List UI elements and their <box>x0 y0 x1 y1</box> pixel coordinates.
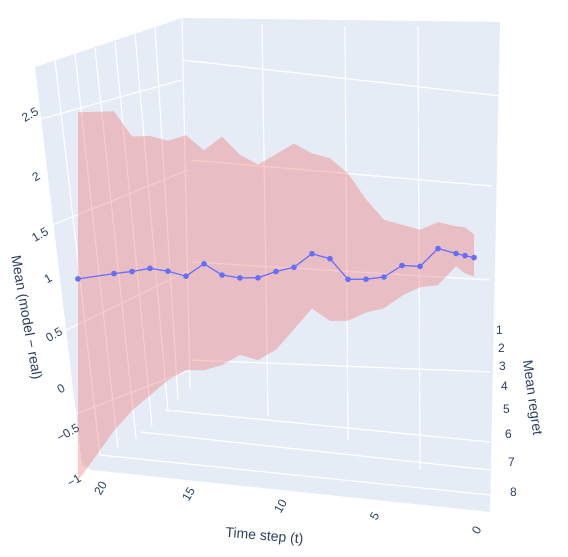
mean-point[interactable] <box>147 265 153 272</box>
y-tick-label: 1 <box>496 323 503 337</box>
back-wall-right <box>182 18 500 512</box>
z-tick-label: −1 <box>65 471 84 490</box>
z-axis-title: Mean (model − real) <box>8 254 46 381</box>
mean-point[interactable] <box>201 261 207 267</box>
back-wall-left <box>35 18 190 465</box>
x-tick-label: 0 <box>469 523 485 536</box>
grid-line <box>36 79 183 121</box>
grid-line <box>39 169 189 231</box>
grid-line <box>164 409 491 443</box>
grid-line <box>114 41 153 427</box>
mean-point[interactable] <box>435 245 441 252</box>
x-tick-label: 20 <box>91 478 110 497</box>
y-tick-label: 4 <box>501 379 508 393</box>
mean-point[interactable] <box>75 276 81 282</box>
grid-line <box>139 431 491 471</box>
grid-lines <box>36 17 501 496</box>
x-axis-title: Time step (t) <box>225 524 304 547</box>
grid-line <box>74 53 119 449</box>
mean-point[interactable] <box>183 273 189 280</box>
mean-point[interactable] <box>255 275 261 281</box>
mean-point[interactable] <box>381 274 387 280</box>
mean-point[interactable] <box>462 252 468 259</box>
grid-line <box>94 47 137 439</box>
grid-line <box>189 159 493 187</box>
grid-line <box>59 369 191 421</box>
grid-line <box>189 359 491 373</box>
z-tick-label: 2 <box>30 169 43 185</box>
y-axis-ticks: 1 2 3 4 5 6 7 8 <box>496 323 517 499</box>
mean-point[interactable] <box>309 250 315 257</box>
mean-point[interactable] <box>237 275 243 281</box>
mean-point[interactable] <box>273 268 279 275</box>
grid-line <box>45 269 191 341</box>
mean-point[interactable] <box>219 272 225 278</box>
z-tick-label: 1 <box>42 271 55 287</box>
x-tick-label: 15 <box>179 484 198 503</box>
y-axis-title: Mean regret <box>520 359 546 436</box>
mean-point[interactable] <box>453 250 459 257</box>
grid-line <box>181 17 191 389</box>
mean-point[interactable] <box>417 263 423 270</box>
floor <box>82 388 490 512</box>
y-tick-label: 3 <box>499 359 506 373</box>
mean-point[interactable] <box>129 268 135 275</box>
mean-series <box>75 245 477 283</box>
grid-line <box>54 59 101 456</box>
mean-point[interactable] <box>345 276 351 283</box>
x-tick-label: 5 <box>367 509 383 522</box>
mean-point[interactable] <box>399 262 405 269</box>
grid-line <box>154 25 179 401</box>
y-tick-label: 2 <box>498 341 505 355</box>
grid-line <box>134 33 169 413</box>
y-tick-label: 5 <box>503 402 510 416</box>
x-tick-label: 10 <box>271 496 290 515</box>
error-band <box>78 111 474 481</box>
grid-line <box>344 25 349 441</box>
mean-point[interactable] <box>111 270 117 277</box>
y-tick-label: 8 <box>510 485 517 499</box>
mean-point[interactable] <box>471 254 477 261</box>
z-tick-label: 0.5 <box>43 324 65 345</box>
grid-line <box>181 59 501 97</box>
mean-point[interactable] <box>165 268 171 275</box>
mean-point[interactable] <box>291 264 297 271</box>
confidence-band <box>78 111 474 481</box>
grid-line <box>99 454 491 496</box>
z-tick-label: 2.5 <box>19 104 41 125</box>
y-tick-label: 6 <box>505 427 512 441</box>
y-tick-label: 7 <box>508 455 515 469</box>
grid-line <box>417 25 421 471</box>
mean-point[interactable] <box>327 255 333 262</box>
z-tick-label: 0 <box>55 381 68 397</box>
grid-line <box>261 23 269 417</box>
mean-point[interactable] <box>363 276 369 283</box>
